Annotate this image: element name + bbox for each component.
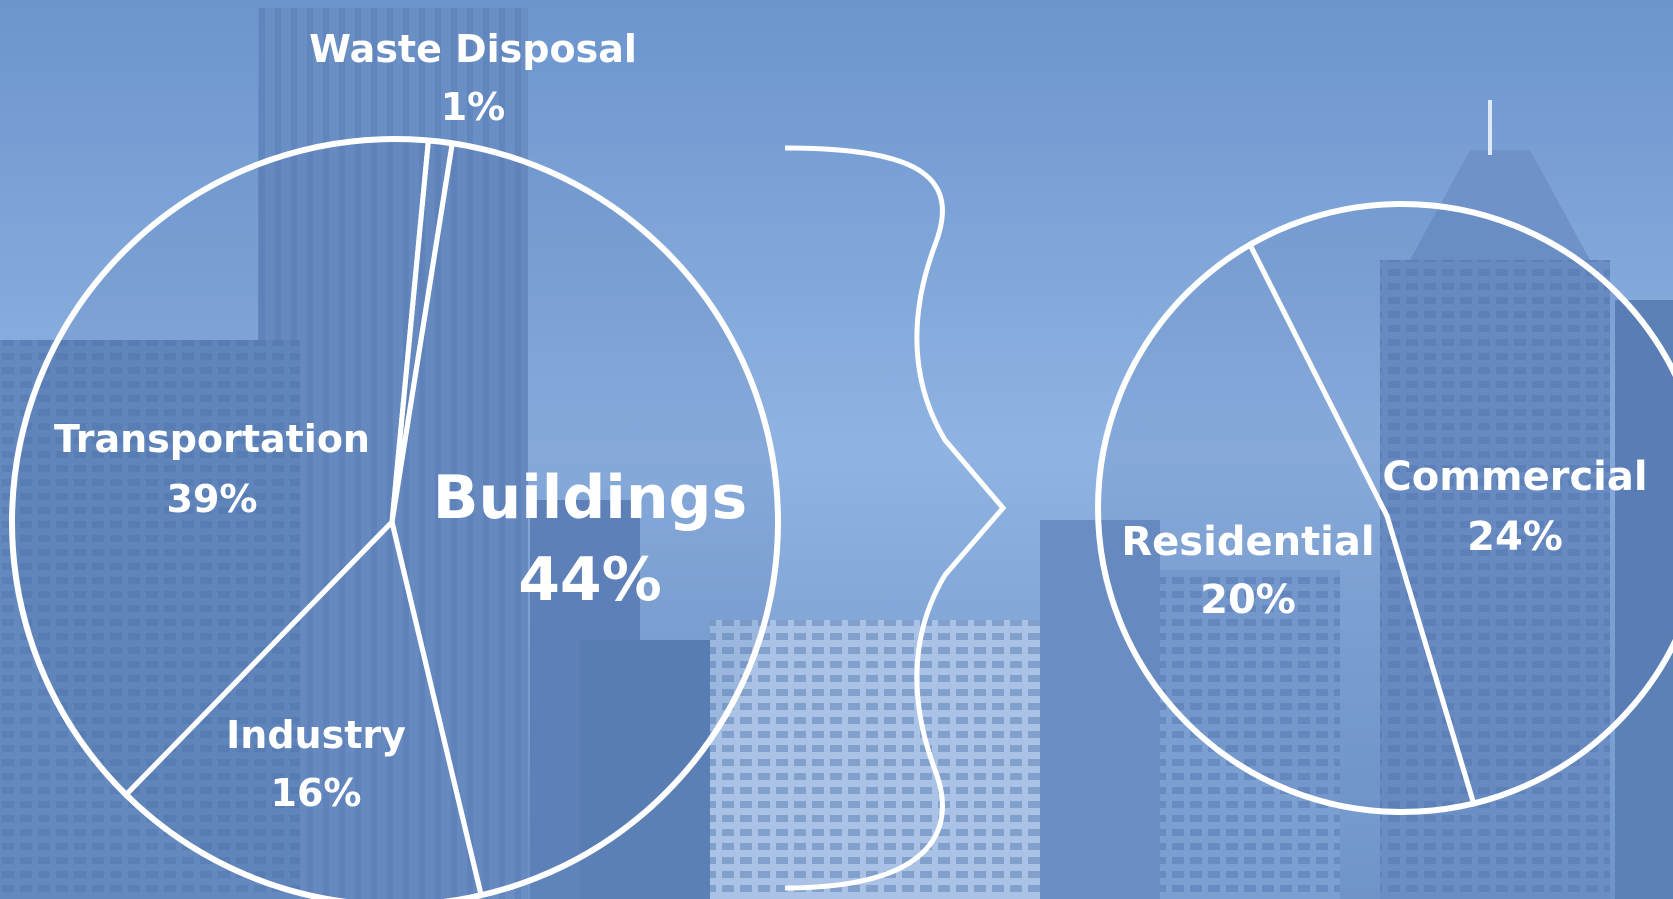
slice-label-industry: Industry bbox=[226, 713, 406, 757]
curly-brace-connector bbox=[784, 145, 1007, 891]
slice-label-residential: Residential bbox=[1121, 519, 1374, 565]
slice-label-transportation: Transportation bbox=[54, 417, 370, 461]
slice-label-buildings: Buildings bbox=[433, 463, 747, 533]
slice-label-waste-disposal: Waste Disposal bbox=[309, 27, 637, 71]
slice-value-commercial: 24% bbox=[1467, 514, 1563, 560]
emissions-pie-chart: Waste Disposal 1% Buildings 44% Industry 16% T… bbox=[9, 27, 781, 899]
slice-label-commercial: Commercial bbox=[1382, 454, 1647, 500]
slice-value-residential: 20% bbox=[1200, 577, 1296, 623]
buildings-breakdown-pie-chart: Commercial 24% Residential 20% bbox=[1095, 201, 1673, 815]
pie-slice-transportation bbox=[9, 136, 431, 798]
slice-value-waste-disposal: 1% bbox=[441, 85, 506, 129]
slice-value-industry: 16% bbox=[271, 771, 362, 815]
pie-slice-buildings bbox=[389, 140, 781, 898]
pie-slice-commercial bbox=[1247, 201, 1673, 806]
pie-slice-industry bbox=[123, 519, 484, 899]
slice-value-transportation: 39% bbox=[167, 477, 258, 521]
slice-value-buildings: 44% bbox=[518, 545, 662, 615]
pie-slice-residential bbox=[1095, 242, 1477, 815]
